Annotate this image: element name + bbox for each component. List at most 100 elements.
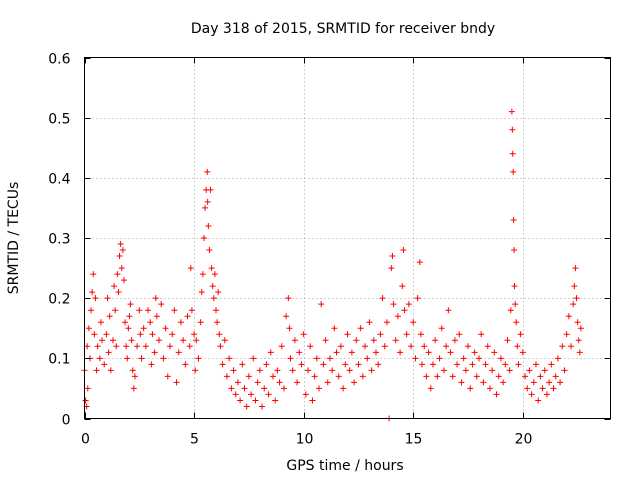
data-point xyxy=(335,373,342,380)
data-point xyxy=(394,313,401,320)
data-point xyxy=(412,355,419,362)
data-point xyxy=(129,367,136,374)
data-point xyxy=(502,361,509,368)
data-point xyxy=(570,301,577,308)
grid-lines xyxy=(84,57,611,419)
data-point xyxy=(511,247,518,254)
data-point xyxy=(565,313,572,320)
x-tick-label: 10 xyxy=(296,432,314,448)
data-point xyxy=(573,295,580,302)
data-point xyxy=(511,283,518,290)
data-point xyxy=(124,355,131,362)
data-point xyxy=(344,331,351,338)
data-point xyxy=(128,337,135,344)
data-point xyxy=(504,337,511,344)
data-point xyxy=(85,325,92,332)
data-point xyxy=(326,355,333,362)
data-point xyxy=(210,295,217,302)
data-point xyxy=(348,349,355,356)
data-point xyxy=(510,168,517,175)
y-tick-label: 0.4 xyxy=(48,172,70,188)
data-point xyxy=(192,367,199,374)
data-point xyxy=(106,313,113,320)
data-point xyxy=(158,301,165,308)
data-point xyxy=(188,307,195,314)
data-point xyxy=(576,349,583,356)
data-point xyxy=(572,265,579,272)
data-point xyxy=(377,331,384,338)
data-point xyxy=(316,385,323,392)
data-point xyxy=(156,337,163,344)
data-point xyxy=(512,301,519,308)
data-point xyxy=(507,307,514,314)
data-point xyxy=(267,349,274,356)
data-point xyxy=(434,373,441,380)
data-point xyxy=(390,301,397,308)
data-point xyxy=(561,367,568,374)
data-point xyxy=(152,295,159,302)
data-point xyxy=(164,373,171,380)
data-point xyxy=(104,295,111,302)
data-point xyxy=(375,361,382,368)
data-point xyxy=(305,367,312,374)
data-point xyxy=(467,385,474,392)
y-tick-label: 0.5 xyxy=(48,112,70,128)
data-point xyxy=(410,319,417,326)
data-point xyxy=(276,379,283,386)
data-point xyxy=(342,361,349,368)
axis-ticks xyxy=(84,57,611,420)
data-point xyxy=(274,367,281,374)
data-point xyxy=(126,313,133,320)
data-point xyxy=(438,325,445,332)
data-point xyxy=(182,361,189,368)
data-point xyxy=(577,325,584,332)
data-point xyxy=(149,331,156,338)
data-point xyxy=(91,331,98,338)
data-point xyxy=(401,307,408,314)
data-point xyxy=(84,343,91,350)
data-point xyxy=(550,385,557,392)
data-point xyxy=(250,355,257,362)
data-point xyxy=(215,289,222,296)
data-point xyxy=(482,361,489,368)
data-point xyxy=(114,271,121,278)
data-point xyxy=(237,397,244,404)
data-point xyxy=(351,379,358,386)
data-point xyxy=(280,385,287,392)
data-point xyxy=(357,325,364,332)
data-point xyxy=(324,379,331,386)
data-point xyxy=(193,337,200,344)
data-point xyxy=(456,331,463,338)
data-point xyxy=(543,391,550,398)
data-point xyxy=(213,307,219,314)
data-point xyxy=(346,367,353,374)
data-point xyxy=(359,373,366,380)
data-point xyxy=(120,277,127,284)
data-point xyxy=(234,379,241,386)
data-point xyxy=(112,307,119,314)
data-point xyxy=(471,349,478,356)
data-point xyxy=(94,343,101,350)
data-point xyxy=(493,391,500,398)
data-point xyxy=(113,343,120,350)
data-point xyxy=(500,379,507,386)
data-point xyxy=(259,403,266,410)
y-tick-labels: 0 0.1 0.2 0.3 0.4 0.5 0.6 xyxy=(48,52,70,429)
data-point xyxy=(89,289,96,296)
x-tick-label: 20 xyxy=(515,432,533,448)
data-point xyxy=(186,343,193,350)
data-point xyxy=(294,379,301,386)
data-point xyxy=(541,367,548,374)
data-point xyxy=(575,337,582,344)
data-point xyxy=(546,379,553,386)
data-point xyxy=(209,283,216,290)
data-point xyxy=(454,361,461,368)
data-point xyxy=(554,355,561,362)
data-point xyxy=(93,367,100,374)
data-point xyxy=(263,361,270,368)
data-point xyxy=(522,373,529,380)
data-point xyxy=(443,343,450,350)
x-tick-labels: 0 5 10 15 20 xyxy=(81,432,532,448)
data-point xyxy=(88,307,95,314)
x-tick-label: 5 xyxy=(190,432,199,448)
